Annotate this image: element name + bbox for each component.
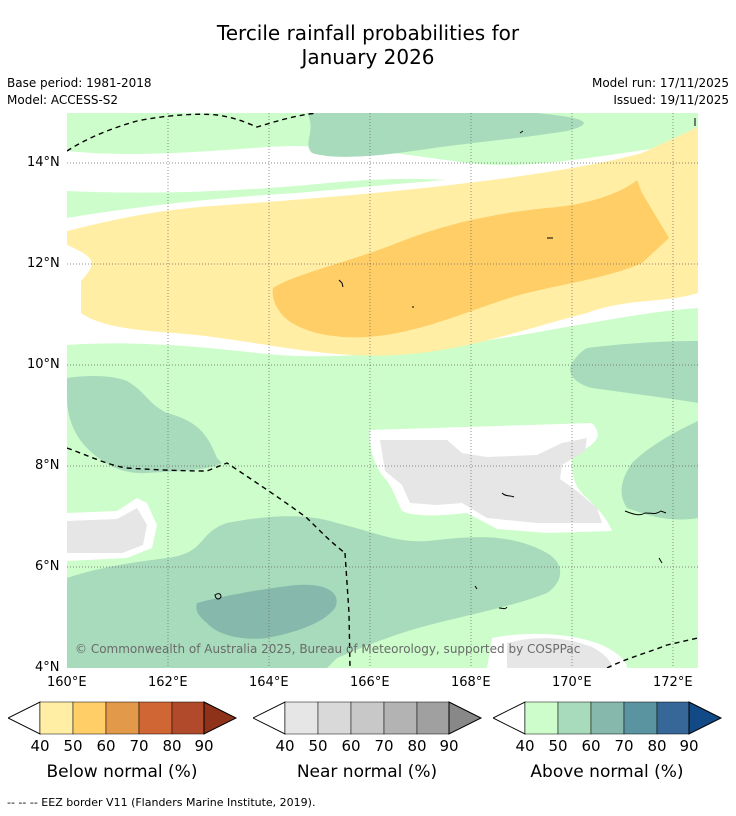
region-above-normal-50-60-west bbox=[67, 376, 222, 474]
colorbar-near-over-arrow bbox=[448, 701, 483, 735]
colorbar-above-tick: 80 bbox=[647, 737, 667, 755]
colorbar-below-title: Below normal (%) bbox=[46, 762, 198, 782]
islands bbox=[214, 118, 696, 610]
region-above-normal-50-60-north bbox=[307, 113, 584, 157]
colorbar-below-swatch-70-80 bbox=[138, 701, 173, 735]
colorbar-above-tick: 60 bbox=[581, 737, 601, 755]
lon-label-162E: 162°E bbox=[148, 675, 188, 690]
region-near-normal-40-50-west bbox=[67, 508, 147, 553]
colorbar-below-swatch-80-90 bbox=[171, 701, 205, 735]
lon-label-160E: 160°E bbox=[47, 675, 87, 690]
lat-label-4N: 4°N bbox=[35, 660, 60, 675]
colorbar-near-swatch-50-60 bbox=[317, 701, 352, 735]
map-canvas bbox=[67, 113, 698, 668]
region-near-normal-40-50-southeast bbox=[507, 638, 612, 668]
lat-label-14N: 14°N bbox=[27, 155, 60, 170]
region-below-normal-40-50 bbox=[67, 127, 698, 356]
graticule bbox=[67, 113, 698, 668]
region-above-normal-50-60-east bbox=[570, 341, 698, 403]
colorbar-near-swatch-70-80 bbox=[383, 701, 418, 735]
colorbar-above-swatch-40-50 bbox=[524, 701, 559, 735]
colorbar-above-swatch-80-90 bbox=[656, 701, 690, 735]
issued-date: Issued: 19/11/2025 bbox=[613, 93, 729, 107]
colorbar-below-under-arrow bbox=[6, 701, 41, 735]
region-near-normal-40-50-center bbox=[380, 438, 602, 523]
lat-label-8N: 8°N bbox=[35, 458, 60, 473]
colorbar-below-tick: 50 bbox=[63, 737, 83, 755]
region-above-normal-60-70 bbox=[196, 584, 337, 639]
colorbar-above-tick: 50 bbox=[548, 737, 568, 755]
colorbar-below-tick: 70 bbox=[129, 737, 149, 755]
lon-label-166E: 166°E bbox=[350, 675, 390, 690]
eez-border bbox=[67, 113, 698, 668]
colorbar-above-swatch-50-60 bbox=[557, 701, 592, 735]
copyright-notice: © Commonwealth of Australia 2025, Bureau… bbox=[75, 642, 581, 656]
colorbar-below-swatch-40-50 bbox=[39, 701, 74, 735]
colorbar-below-tick: 80 bbox=[162, 737, 182, 755]
colorbar-near-tick: 40 bbox=[275, 737, 295, 755]
colorbar-above-swatch-70-80 bbox=[623, 701, 658, 735]
colorbar-below-normal: 40 50 60 70 80 90 Below normal (%) bbox=[6, 700, 238, 782]
colorbar-below-tick: 40 bbox=[30, 737, 50, 755]
probability-map: © Commonwealth of Australia 2025, Bureau… bbox=[67, 113, 698, 668]
colorbar-near-tick: 90 bbox=[439, 737, 459, 755]
colorbar-below-swatch-60-70 bbox=[105, 701, 140, 735]
colorbar-near-swatch-60-70 bbox=[350, 701, 385, 735]
colorbar-near-tick: 80 bbox=[407, 737, 427, 755]
colorbar-near-swatch-40-50 bbox=[284, 701, 319, 735]
lon-label-168E: 168°E bbox=[451, 675, 491, 690]
colorbar-above-tick: 90 bbox=[679, 737, 699, 755]
model-name: Model: ACCESS-S2 bbox=[7, 93, 119, 107]
colorbar-above-normal: 40 50 60 70 80 90 Above normal (%) bbox=[491, 700, 723, 782]
colorbar-above-tick: 70 bbox=[614, 737, 634, 755]
model-run: Model run: 17/11/2025 bbox=[591, 76, 729, 90]
region-above-normal-50-60-southeast bbox=[621, 421, 698, 520]
lat-label-10N: 10°N bbox=[27, 357, 60, 372]
lon-label-170E: 170°E bbox=[552, 675, 592, 690]
colorbar-below-swatch-50-60 bbox=[72, 701, 107, 735]
colorbar-above-over-arrow bbox=[688, 701, 723, 735]
colorbar-near-normal: 40 50 60 70 80 90 Near normal (%) bbox=[251, 700, 483, 782]
colorbar-near-under-arrow bbox=[251, 701, 286, 735]
colorbar-above-swatch-60-70 bbox=[590, 701, 625, 735]
lat-label-6N: 6°N bbox=[35, 559, 60, 574]
map-title-line1: Tercile rainfall probabilities for bbox=[216, 21, 520, 45]
colorbar-above-tick: 40 bbox=[515, 737, 535, 755]
lon-label-172E: 172°E bbox=[653, 675, 693, 690]
eez-footnote: -- -- -- EEZ border V11 (Flanders Marine… bbox=[7, 796, 316, 809]
colorbar-below-tick: 90 bbox=[194, 737, 214, 755]
lat-label-12N: 12°N bbox=[27, 256, 60, 271]
region-no-signal-north bbox=[67, 143, 698, 209]
colorbar-above-title: Above normal (%) bbox=[530, 762, 684, 782]
colorbar-near-tick: 50 bbox=[308, 737, 328, 755]
colorbar-below-over-arrow bbox=[203, 701, 238, 735]
colorbar-near-title: Near normal (%) bbox=[296, 762, 438, 782]
colorbar-near-tick: 70 bbox=[374, 737, 394, 755]
map-title-line2: January 2026 bbox=[301, 45, 435, 69]
base-period: Base period: 1981-2018 bbox=[7, 76, 152, 90]
region-below-normal-50-60 bbox=[272, 180, 669, 338]
colorbar-above-under-arrow bbox=[491, 701, 526, 735]
lon-label-164E: 164°E bbox=[249, 675, 289, 690]
colorbar-below-tick: 60 bbox=[96, 737, 116, 755]
colorbar-near-tick: 60 bbox=[341, 737, 361, 755]
colorbar-near-swatch-80-90 bbox=[416, 701, 450, 735]
